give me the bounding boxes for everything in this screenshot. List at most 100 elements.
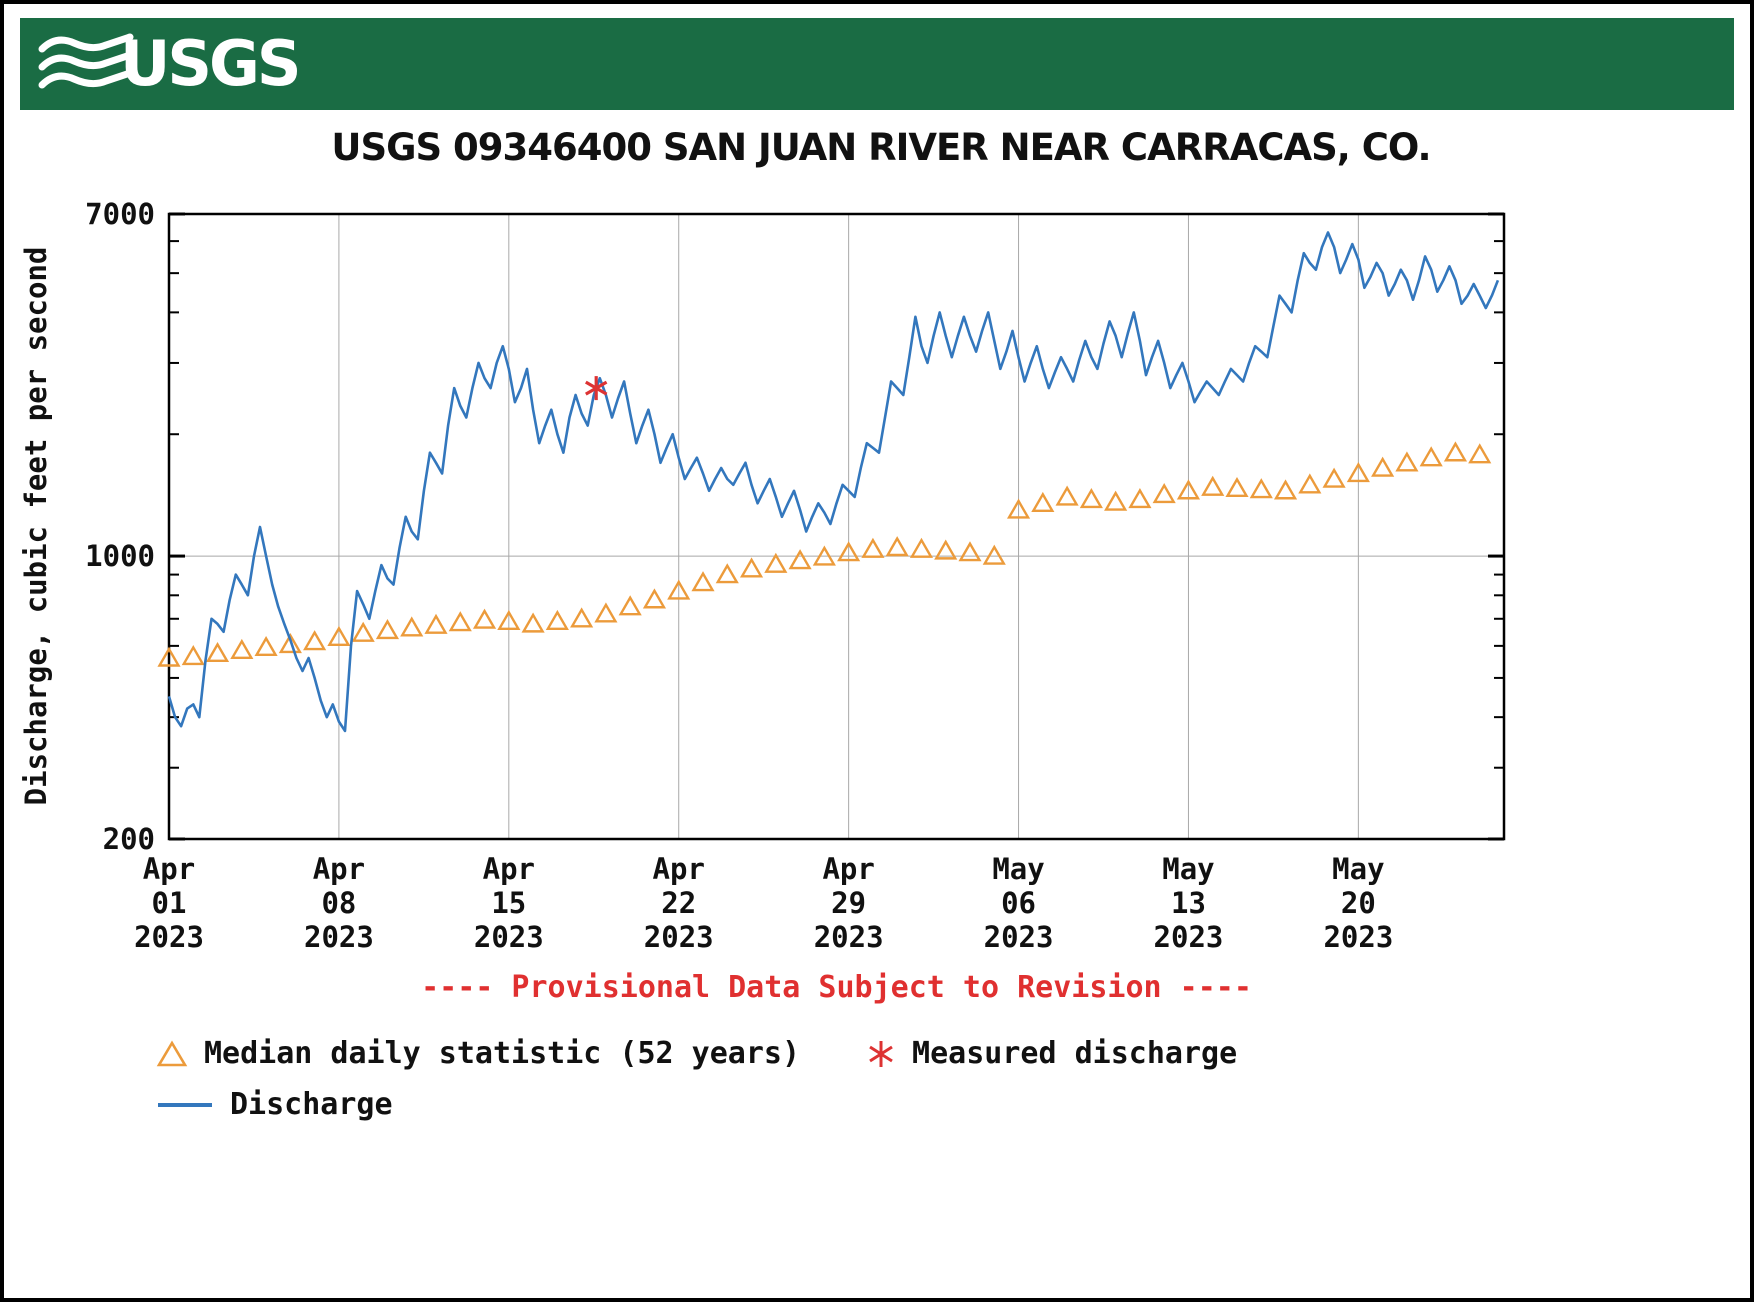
x-tick-label: 2023 [814,920,884,954]
median-triangle [424,613,448,634]
x-tick-label: Apr [143,852,195,886]
provisional-notice: ---- Provisional Data Subject to Revisio… [421,970,1252,1005]
median-triangle [1468,443,1492,464]
x-tick-label: 06 [1001,886,1036,920]
median-triangle [1346,462,1370,483]
x-tick-label: 08 [321,886,356,920]
median-triangle [1225,476,1249,498]
median-triangle [1104,490,1128,511]
median-triangle [1006,498,1031,519]
median-triangle [934,539,958,560]
x-tick-label: 29 [831,886,866,920]
median-triangle [642,588,667,609]
median-triangle [351,621,375,642]
x-tick-label: 2023 [1323,920,1393,954]
legend-item-discharge: Discharge [156,1087,393,1122]
median-triangle [230,638,254,660]
x-tick-label: 2023 [304,920,374,954]
median-triangle [618,595,642,616]
median-triangle [788,549,812,570]
median-triangle [254,635,278,657]
usgs-logo: USGS [20,27,302,101]
median-triangle [764,552,788,573]
legend-item-measured: Measured discharge [866,1036,1237,1071]
median-triangle [1152,483,1176,504]
median-triangle [594,602,618,623]
median-triangle [1176,479,1201,500]
median-triangle [1055,485,1079,506]
x-tick-label: 15 [491,886,526,920]
median-triangle [1322,467,1346,488]
median-triangle [327,625,351,646]
median-triangle [667,579,691,600]
chart-title: USGS 09346400 SAN JUAN RIVER NEAR CARRAC… [331,126,1431,169]
median-triangle [400,616,424,637]
median-triangle [861,537,885,558]
legend-median-label: Median daily statistic (52 years) [204,1036,801,1071]
median-triangle [1031,491,1055,513]
x-tick-label: Apr [483,852,535,886]
median-triangle [1371,456,1395,477]
median-triangle [375,619,400,640]
x-tick-label: 2023 [474,920,544,954]
x-tick-label: 2023 [1154,920,1224,954]
legend-row-1: Median daily statistic (52 years) Measur… [156,1036,1556,1071]
median-triangle [885,536,909,557]
x-tick-label: Apr [653,852,705,886]
median-triangle [1128,488,1152,509]
median-triangle [1395,451,1419,472]
legend: Median daily statistic (52 years) Measur… [156,1036,1556,1138]
median-triangle [303,630,327,651]
discharge-line [167,231,1500,733]
x-tick-label: 20 [1341,886,1376,920]
median-triangle [545,609,569,631]
x-tick-label: 2023 [644,920,714,954]
x-tick-label: Apr [313,852,365,886]
median-triangle [448,611,472,632]
x-tick-label: May [992,852,1044,886]
median-triangle [1201,475,1225,496]
hydrograph-chart: Discharge, cubic feet per second 200 1000… [19,197,1506,954]
measured-asterisk-icon [866,1039,896,1069]
y-axis-label: Discharge, cubic feet per second [19,247,53,806]
median-triangle [472,608,497,629]
y-tick-label: 7000 [85,197,155,231]
median-triangle [570,607,594,628]
median-triangle [181,645,205,666]
usgs-wave-icon [38,27,134,101]
x-tick-label: 2023 [984,920,1054,954]
legend-item-median: Median daily statistic (52 years) [156,1036,800,1071]
median-triangle [497,609,521,631]
median-triangle [739,557,764,578]
usgs-logo-text: USGS [120,27,302,100]
median-triangle [157,646,181,667]
median-triangle [837,541,861,562]
median-triangle [909,537,934,558]
median-triangle [812,545,836,566]
y-tick-label: 1000 [85,539,155,573]
usgs-banner: USGS [20,18,1734,110]
plot-border [167,212,1506,841]
median-triangle [1443,441,1468,462]
x-tick-label: 01 [152,886,187,920]
legend-row-2: Discharge [156,1087,1556,1122]
median-triangle [521,612,545,633]
median-triangle [1249,478,1273,499]
median-triangle [205,641,230,663]
median-triangle [1298,473,1322,494]
median-triangle [278,633,302,654]
median-triangle [1079,488,1103,509]
x-tick-label: 22 [661,886,696,920]
x-tick-label: Apr [822,852,874,886]
median-triangle [691,571,715,592]
x-tick-label: May [1162,852,1214,886]
x-tick-label: 2023 [134,920,204,954]
median-triangle-icon [156,1039,188,1068]
legend-discharge-label: Discharge [230,1087,393,1122]
discharge-line-icon [156,1100,214,1110]
median-triangle [958,541,982,562]
median-triangle [1419,446,1443,467]
median-triangle [1273,479,1298,500]
measured-asterisk [585,380,608,396]
